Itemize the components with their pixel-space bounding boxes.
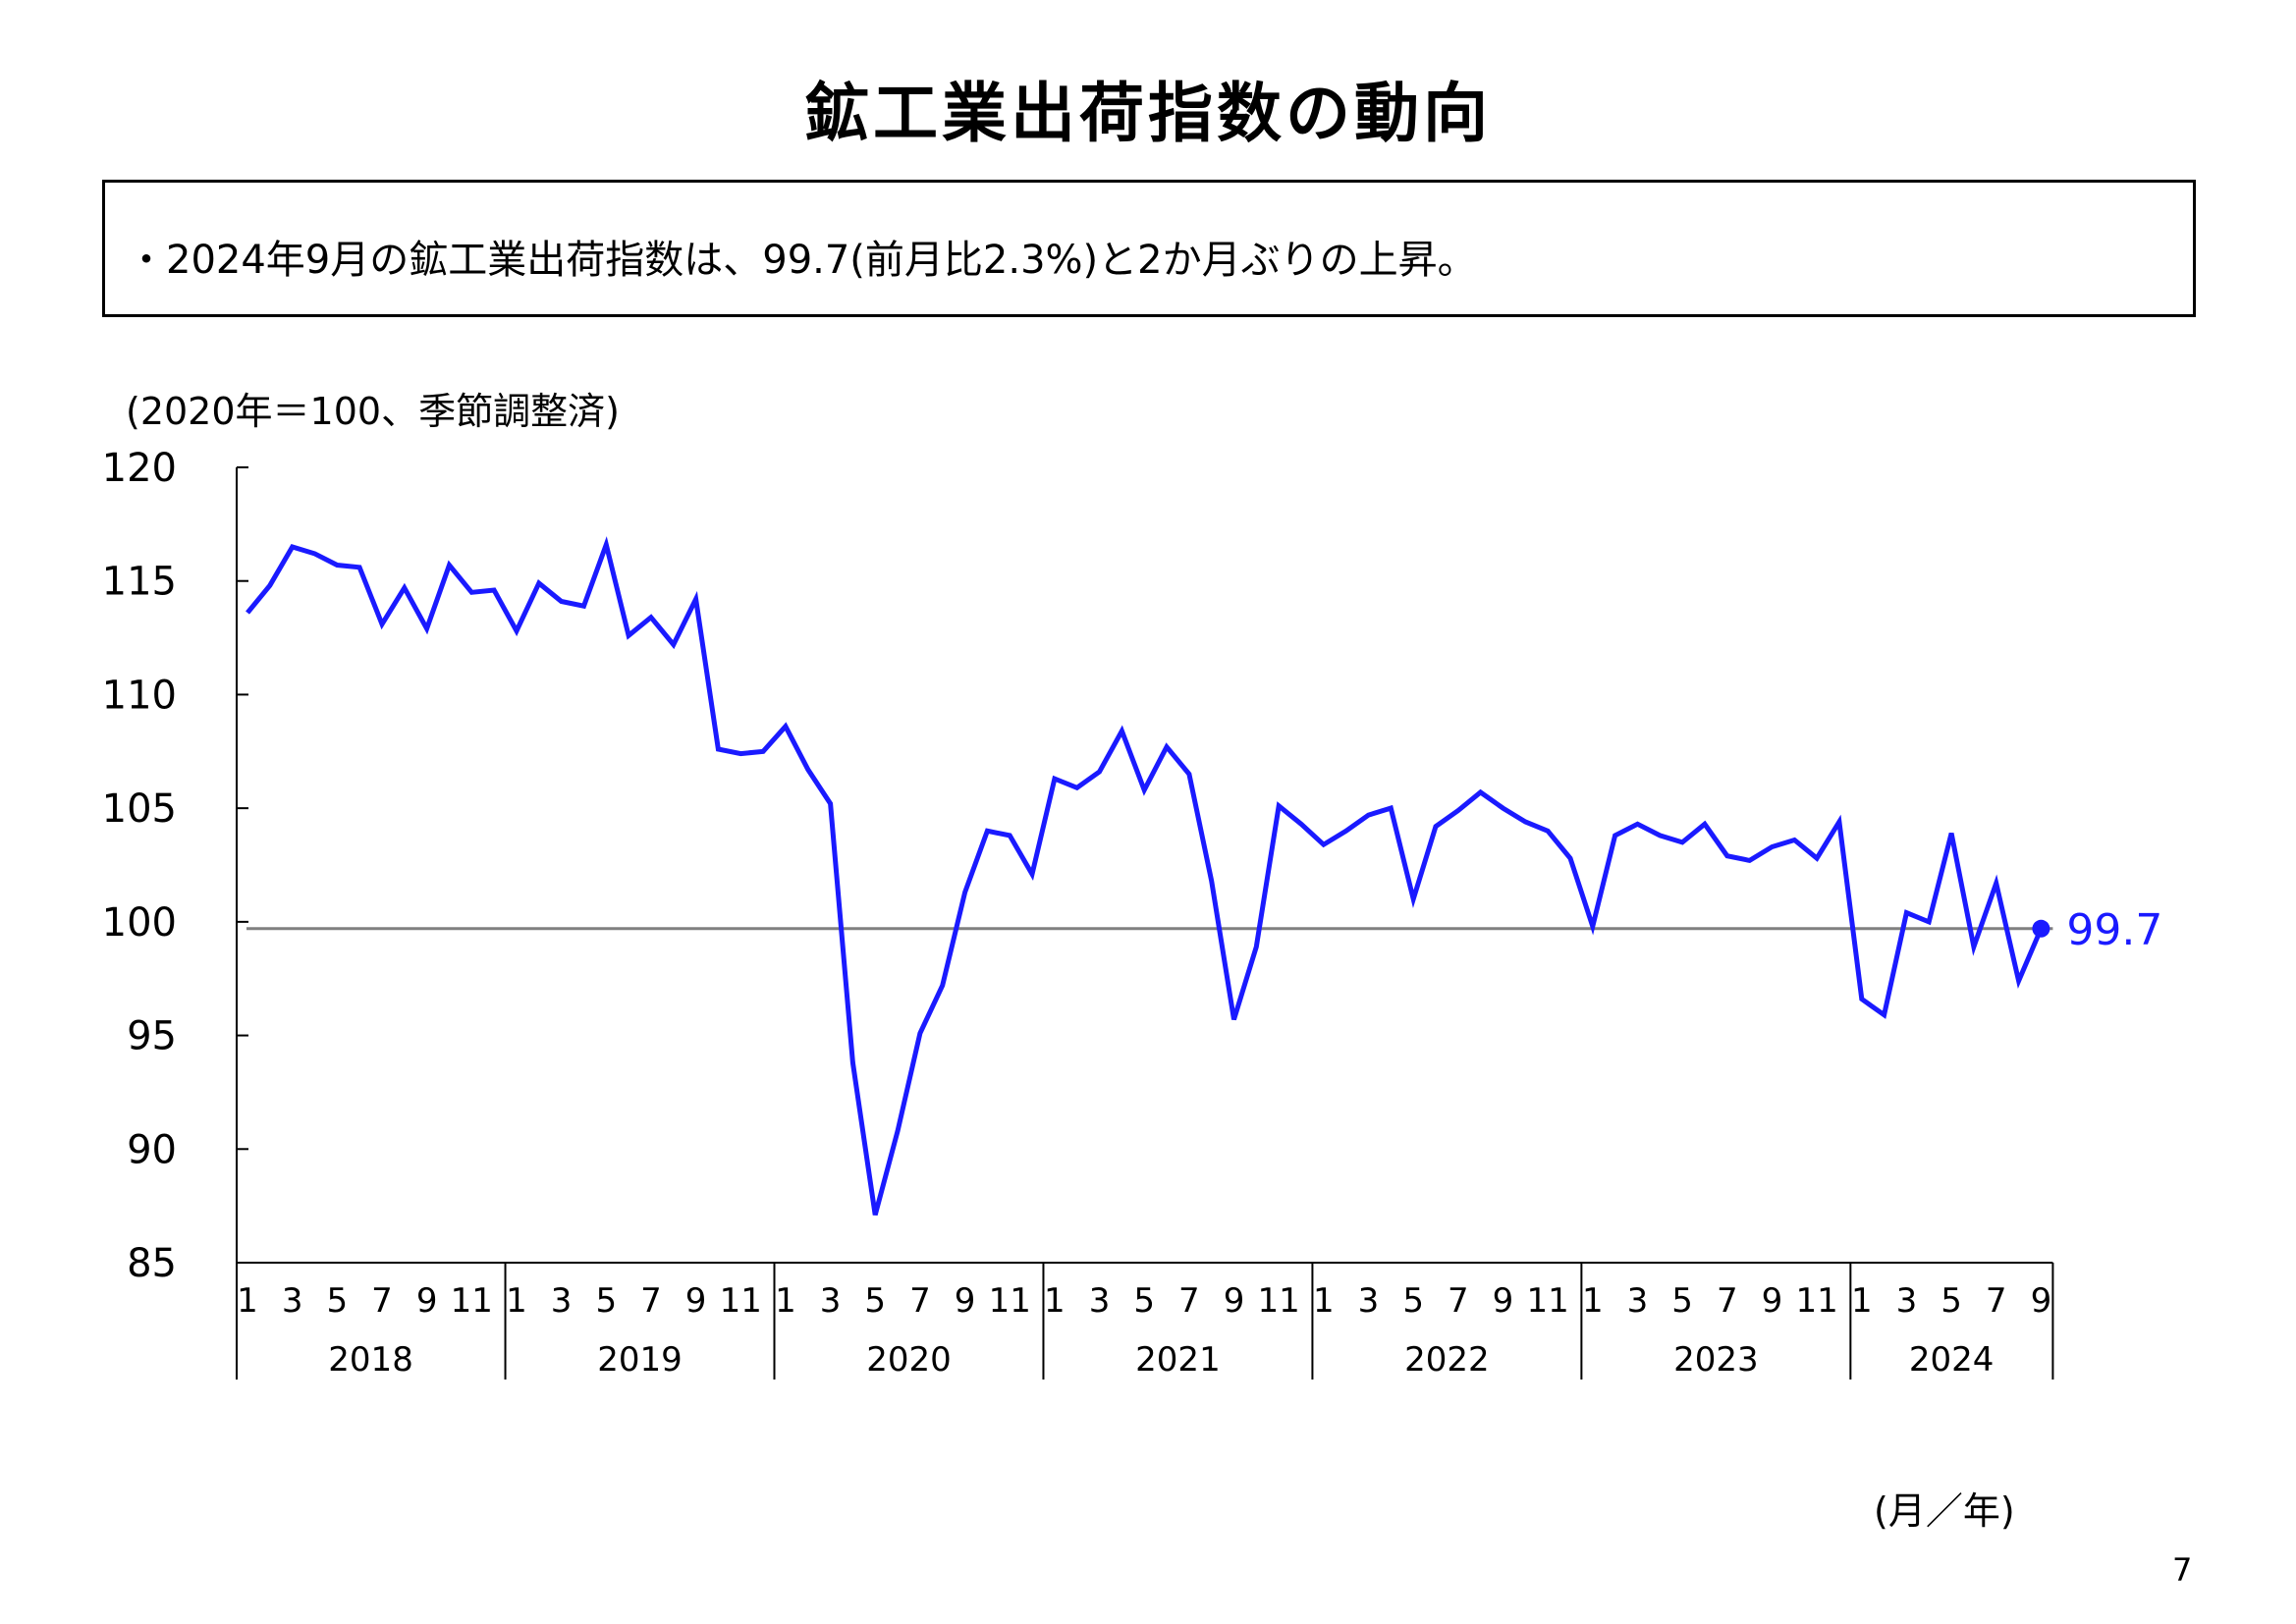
x-month-tick-label: 1 <box>506 1281 527 1321</box>
x-month-tick-label: 11 <box>1258 1281 1300 1321</box>
x-month-tick-label: 7 <box>1986 1281 2007 1321</box>
y-tick-label: 90 <box>127 1127 177 1172</box>
x-month-tick-label: 3 <box>282 1281 303 1321</box>
x-month-tick-label: 1 <box>237 1281 258 1321</box>
x-year-label: 2019 <box>597 1340 683 1380</box>
series-line <box>246 536 2044 1217</box>
last-point-marker <box>2032 919 2050 938</box>
x-month-tick-label: 11 <box>720 1281 762 1321</box>
x-month-tick-label: 3 <box>1896 1281 1918 1321</box>
x-year-label: 2022 <box>1404 1340 1490 1380</box>
x-month-tick-label: 3 <box>1627 1281 1649 1321</box>
x-month-tick-label: 1 <box>1313 1281 1335 1321</box>
x-year-label: 2018 <box>328 1340 413 1380</box>
unit-note: (2020年＝100、季節調整済) <box>126 390 620 433</box>
x-month-tick-label: 1 <box>775 1281 796 1321</box>
x-month-tick-label: 1 <box>1851 1281 1873 1321</box>
x-month-tick-label: 9 <box>1224 1281 1245 1321</box>
y-tick-label: 110 <box>102 673 177 718</box>
x-month-tick-label: 9 <box>2031 1281 2052 1321</box>
y-tick-label: 100 <box>102 900 177 946</box>
x-month-tick-label: 9 <box>1493 1281 1514 1321</box>
summary-box: ・2024年9月の鉱工業出荷指数は、99.7(前月比2.3%)と2か月ぶりの上昇… <box>102 180 2196 317</box>
y-tick-label: 85 <box>127 1241 177 1286</box>
x-month-tick-label: 5 <box>864 1281 886 1321</box>
x-month-tick-label: 9 <box>955 1281 976 1321</box>
y-tick-label: 105 <box>102 786 177 832</box>
x-month-tick-label: 7 <box>1717 1281 1738 1321</box>
x-month-tick-label: 9 <box>685 1281 707 1321</box>
x-month-tick-label: 5 <box>1941 1281 1962 1321</box>
y-tick-label: 115 <box>102 560 177 605</box>
x-month-tick-label: 5 <box>326 1281 348 1321</box>
x-month-tick-label: 11 <box>1795 1281 1837 1321</box>
x-month-tick-label: 7 <box>909 1281 931 1321</box>
x-month-tick-label: 9 <box>416 1281 438 1321</box>
x-year-label: 2024 <box>1909 1340 1995 1380</box>
page-title: 鉱工業出荷指数の動向 <box>804 76 1492 151</box>
x-month-tick-label: 9 <box>1762 1281 1783 1321</box>
summary-text: ・2024年9月の鉱工業出荷指数は、99.7(前月比2.3%)と2か月ぶりの上昇… <box>127 238 1477 283</box>
y-tick-label: 95 <box>127 1014 177 1059</box>
x-month-tick-label: 7 <box>371 1281 393 1321</box>
x-month-tick-label: 7 <box>1448 1281 1469 1321</box>
x-axis-unit-label: (月／年) <box>1874 1489 2015 1533</box>
x-month-tick-label: 3 <box>1358 1281 1380 1321</box>
x-month-tick-label: 3 <box>820 1281 842 1321</box>
page-number: 7 <box>2172 1551 2193 1589</box>
x-month-tick-label: 1 <box>1044 1281 1066 1321</box>
x-month-tick-label: 7 <box>640 1281 662 1321</box>
x-year-label: 2020 <box>866 1340 952 1380</box>
x-year-label: 2023 <box>1673 1340 1759 1380</box>
x-year-label: 2021 <box>1135 1340 1221 1380</box>
x-month-tick-label: 7 <box>1178 1281 1200 1321</box>
x-month-tick-label: 1 <box>1582 1281 1604 1321</box>
x-month-tick-label: 5 <box>1133 1281 1155 1321</box>
x-month-tick-label: 11 <box>451 1281 493 1321</box>
x-month-tick-label: 3 <box>551 1281 573 1321</box>
x-month-tick-label: 3 <box>1089 1281 1111 1321</box>
x-month-tick-label: 11 <box>1527 1281 1569 1321</box>
x-month-tick-label: 5 <box>595 1281 617 1321</box>
y-tick-label: 120 <box>102 446 177 491</box>
last-value-label: 99.7 <box>2066 905 2162 955</box>
x-month-tick-label: 5 <box>1671 1281 1693 1321</box>
x-month-tick-label: 11 <box>989 1281 1031 1321</box>
x-month-tick-label: 5 <box>1402 1281 1424 1321</box>
